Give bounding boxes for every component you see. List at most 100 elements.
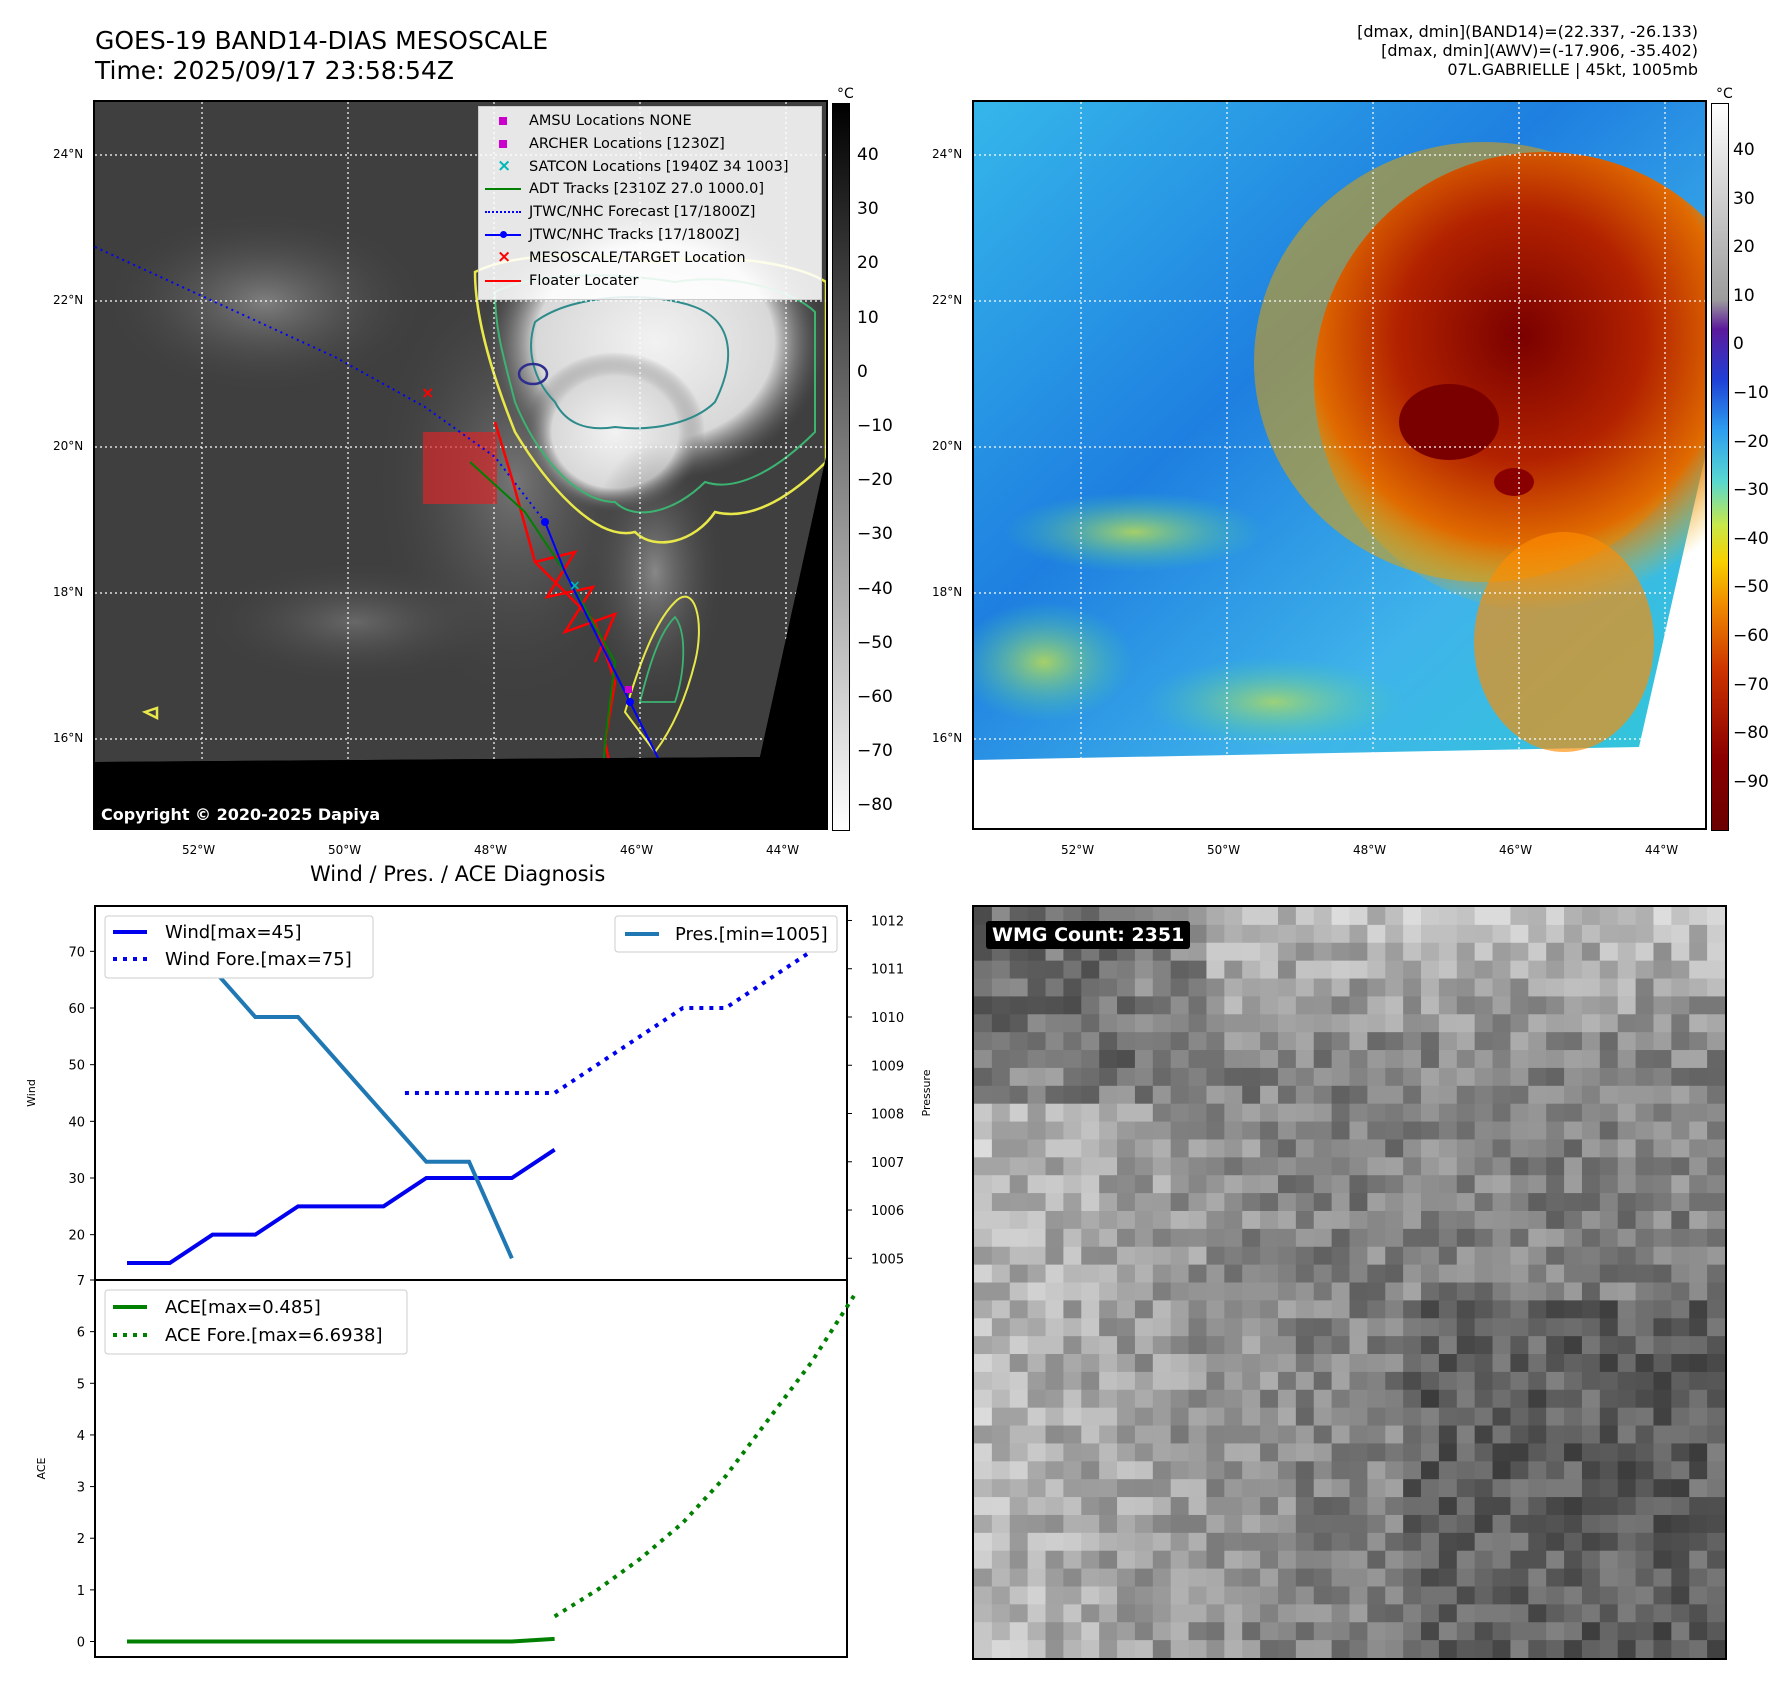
colorbar-tick-label: −60 bbox=[857, 687, 893, 707]
colorbar-tick-label: −70 bbox=[1733, 674, 1769, 695]
diagnosis-title: Wind / Pres. / ACE Diagnosis bbox=[310, 862, 606, 886]
lon-label: 52°W bbox=[1061, 843, 1095, 857]
legend-symbol bbox=[485, 274, 521, 288]
colorbar-tick-label: −20 bbox=[857, 470, 893, 491]
pressure-legend: Pres.[min=1005] bbox=[614, 915, 838, 953]
y-right-tick-label: 1009 bbox=[871, 1059, 904, 1074]
y-tick-label: 40 bbox=[68, 1115, 85, 1130]
legend-entry: JTWC/NHC Forecast [17/1800Z] bbox=[485, 202, 755, 222]
y-right-tick-label: 1010 bbox=[871, 1011, 904, 1026]
colorbar-tick-label: 30 bbox=[1733, 188, 1755, 209]
legend-symbol bbox=[485, 205, 521, 219]
ace-series-line-1 bbox=[553, 1294, 856, 1619]
legend-label: Wind Fore.[max=75] bbox=[165, 949, 352, 970]
ace-y-tick-label: 6 bbox=[77, 1326, 85, 1341]
lon-label: 48°W bbox=[474, 843, 508, 857]
colorbar-tick-label: −10 bbox=[857, 416, 893, 436]
legend-symbol bbox=[485, 228, 521, 242]
colorbar-tick-label: −50 bbox=[1733, 577, 1769, 598]
archer-marker bbox=[625, 686, 632, 693]
y-right-tick-label: 1007 bbox=[871, 1156, 904, 1171]
legend-entry: × MESOSCALE/TARGET Location bbox=[485, 246, 746, 268]
colorbar-color bbox=[1711, 103, 1729, 831]
colorbar-tick-label: −30 bbox=[857, 524, 893, 545]
y-tick-label: 20 bbox=[68, 1229, 85, 1244]
ace-y-tick-label: 2 bbox=[77, 1532, 85, 1547]
ir-grayscale-map: × × × AMSU Locations NONE ARCHER Location… bbox=[93, 100, 828, 830]
chart-title: GOES-19 BAND14-DIAS MESOSCALE Time: 2025… bbox=[95, 26, 548, 86]
wind-y-axis-label: Wind bbox=[25, 1079, 38, 1107]
ace-y-axis-label: ACE bbox=[35, 1457, 48, 1479]
adt-track bbox=[469, 461, 617, 828]
title-line-2: Time: 2025/09/17 23:58:54Z bbox=[95, 56, 454, 85]
legend-label: JTWC/NHC Tracks [17/1800Z] bbox=[529, 227, 740, 243]
legend-label: ARCHER Locations [1230Z] bbox=[529, 135, 725, 152]
satcon-marker: × bbox=[569, 578, 581, 594]
colorbar-tick-label: −90 bbox=[1733, 771, 1769, 792]
legend-label: Floater Locater bbox=[529, 272, 639, 289]
ace-y-tick-label: 3 bbox=[77, 1481, 85, 1496]
colorbar-tick-label: −50 bbox=[857, 632, 893, 653]
legend-entry: AMSU Locations NONE bbox=[485, 111, 692, 131]
legend-entry: Floater Locater bbox=[485, 271, 638, 291]
legend-symbol bbox=[485, 137, 521, 151]
colorbar-gray bbox=[832, 103, 850, 831]
colorbar-tick-label: −80 bbox=[1733, 723, 1769, 744]
pressure-y-axis-label: Pressure bbox=[920, 1069, 933, 1116]
lon-label: 46°W bbox=[1499, 843, 1533, 857]
y-tick-label: 30 bbox=[68, 1172, 85, 1187]
y-right-tick-label: 1005 bbox=[871, 1252, 904, 1267]
lat-label: 20°N bbox=[932, 439, 963, 453]
lon-label: 44°W bbox=[766, 843, 800, 857]
info-line-3: 07L.GABRIELLE | 45kt, 1005mb bbox=[1447, 60, 1698, 79]
legend-symbol bbox=[485, 114, 521, 128]
copyright-label: Copyright © 2020-2025 Dapiya bbox=[97, 803, 385, 826]
colorbar-tick-label: 40 bbox=[1733, 140, 1755, 160]
wmg-pixel-grid: WMG Count: 2351 bbox=[972, 905, 1727, 1660]
colorbar-tick-label: 30 bbox=[857, 199, 879, 220]
legend-entry: ARCHER Locations [1230Z] bbox=[485, 134, 725, 154]
legend-symbol: × bbox=[497, 155, 512, 176]
target-x-marker: × bbox=[421, 383, 434, 402]
lon-label: 48°W bbox=[1353, 843, 1387, 857]
y-tick-label: 70 bbox=[68, 945, 85, 960]
y-right-tick-label: 1008 bbox=[871, 1108, 904, 1123]
colorbar-tick-label: −80 bbox=[857, 795, 893, 816]
lat-label: 18°N bbox=[53, 585, 84, 599]
legend-entry: × SATCON Locations [1940Z 34 1003] bbox=[485, 155, 789, 177]
y-right-tick-label: 1012 bbox=[871, 914, 904, 929]
diagnosis-chart: 2030405060701005100610071008100910101011… bbox=[25, 905, 933, 1658]
legend-label: MESOSCALE/TARGET Location bbox=[529, 249, 746, 266]
ace-legend: ACE[max=0.485] ACE Fore.[max=6.6938] bbox=[104, 1289, 408, 1355]
colorbar-gray-unit: °C bbox=[837, 86, 854, 102]
colorbar-color-unit: °C bbox=[1716, 86, 1733, 102]
lon-label: 46°W bbox=[620, 843, 654, 857]
legend-label: ACE[max=0.485] bbox=[165, 1297, 321, 1318]
lat-label: 22°N bbox=[932, 293, 963, 307]
lat-label: 16°N bbox=[53, 731, 84, 745]
lon-label: 50°W bbox=[328, 843, 362, 857]
legend-label: ACE Fore.[max=6.6938] bbox=[165, 1325, 383, 1346]
info-line-2: [dmax, dmin](AWV)=(-17.906, -35.402) bbox=[1381, 41, 1698, 60]
legend-label: SATCON Locations [1940Z 34 1003] bbox=[529, 158, 789, 175]
lat-label: 22°N bbox=[53, 293, 84, 307]
colorbar-tick-label: −30 bbox=[1733, 480, 1769, 501]
legend-symbol: × bbox=[497, 246, 512, 267]
colorbar-tick-label: 0 bbox=[857, 361, 868, 382]
title-line-1: GOES-19 BAND14-DIAS MESOSCALE bbox=[95, 26, 549, 55]
ace-y-tick-label: 7 bbox=[77, 1274, 85, 1289]
colorbar-tick-label: 40 bbox=[857, 145, 879, 165]
lat-label: 16°N bbox=[932, 731, 963, 745]
lon-label: 44°W bbox=[1645, 843, 1679, 857]
legend-label: JTWC/NHC Forecast [17/1800Z] bbox=[529, 204, 756, 221]
y-right-tick-label: 1011 bbox=[871, 963, 904, 978]
ace-y-tick-label: 0 bbox=[77, 1636, 85, 1651]
wind-legend: Wind[max=45] Wind Fore.[max=75] bbox=[104, 915, 374, 979]
floater-box bbox=[423, 432, 497, 504]
ace-y-tick-label: 4 bbox=[77, 1429, 85, 1444]
awv-color-map bbox=[972, 100, 1707, 830]
ace-y-tick-label: 5 bbox=[77, 1377, 85, 1392]
colorbar-tick-label: −60 bbox=[1733, 626, 1769, 646]
legend-label: AMSU Locations NONE bbox=[529, 113, 692, 129]
colorbar-tick-label: −70 bbox=[857, 741, 893, 762]
